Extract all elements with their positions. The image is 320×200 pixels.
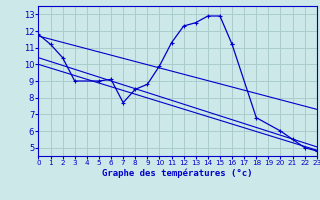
X-axis label: Graphe des températures (°c): Graphe des températures (°c)	[102, 169, 253, 178]
